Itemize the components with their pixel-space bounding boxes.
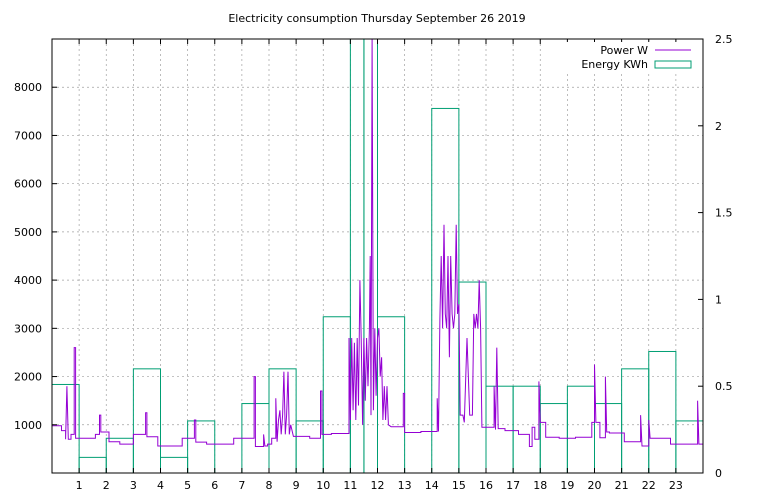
y-tick-label-left: 6000 bbox=[14, 178, 42, 191]
x-tick-label: 5 bbox=[184, 479, 191, 492]
chart-title: Electricity consumption Thursday Septemb… bbox=[228, 12, 525, 25]
x-tick-label: 15 bbox=[452, 479, 466, 492]
y-axis-right: 0 0.5 1 1.5 2 2.5 bbox=[698, 33, 733, 480]
legend-bg bbox=[560, 42, 700, 72]
y-tick-label-right: 1.5 bbox=[715, 207, 733, 220]
x-tick-label: 11 bbox=[343, 479, 357, 492]
energy-bar bbox=[187, 420, 216, 474]
x-tick-label: 18 bbox=[533, 479, 547, 492]
x-tick-label: 13 bbox=[398, 479, 412, 492]
legend-label-energy: Energy KWh bbox=[581, 58, 648, 71]
y-tick-label-right: 2.5 bbox=[715, 33, 733, 46]
x-tick-label: 2 bbox=[103, 479, 110, 492]
energy-bar bbox=[594, 403, 623, 474]
power-line bbox=[52, 38, 703, 447]
energy-bar bbox=[512, 385, 541, 474]
x-tick-label: 9 bbox=[293, 479, 300, 492]
x-tick-label: 23 bbox=[669, 479, 683, 492]
x-tick-label: 10 bbox=[316, 479, 330, 492]
y-tick-label-right: 0 bbox=[715, 467, 722, 480]
x-tick-label: 14 bbox=[425, 479, 439, 492]
y-tick-label-left: 4000 bbox=[14, 274, 42, 287]
x-tick-label: 7 bbox=[238, 479, 245, 492]
power-series bbox=[52, 38, 703, 447]
energy-bar bbox=[78, 456, 107, 474]
energy-bar bbox=[295, 420, 324, 474]
y-tick-label-left: 3000 bbox=[14, 322, 42, 335]
x-tick-label: 19 bbox=[560, 479, 574, 492]
energy-bar bbox=[485, 385, 514, 474]
x-tick-label: 4 bbox=[157, 479, 164, 492]
energy-bar bbox=[322, 316, 351, 474]
x-tick-label: 1 bbox=[76, 479, 83, 492]
x-tick-label: 20 bbox=[588, 479, 602, 492]
energy-bar bbox=[160, 456, 189, 474]
energy-bar bbox=[377, 316, 406, 474]
y-tick-label-left: 5000 bbox=[14, 226, 42, 239]
y-tick-label-right: 1 bbox=[715, 293, 722, 306]
x-tick-label: 12 bbox=[371, 479, 385, 492]
x-tick-label: 8 bbox=[266, 479, 273, 492]
energy-bar bbox=[648, 350, 677, 474]
y-tick-label-right: 0.5 bbox=[715, 380, 733, 393]
y-tick-label-right: 2 bbox=[715, 120, 722, 133]
legend: Power W Energy KWh bbox=[560, 42, 700, 72]
y-tick-label-left: 7000 bbox=[14, 129, 42, 142]
y-tick-label-left: 1000 bbox=[14, 419, 42, 432]
x-tick-label: 3 bbox=[130, 479, 137, 492]
x-tick-label: 22 bbox=[642, 479, 656, 492]
y-tick-label-left: 8000 bbox=[14, 81, 42, 94]
x-tick-label: 6 bbox=[211, 479, 218, 492]
energy-bar bbox=[566, 385, 595, 474]
x-tick-label: 16 bbox=[479, 479, 493, 492]
y-axis-left: 1000 2000 3000 4000 5000 6000 7000 8000 bbox=[14, 81, 57, 432]
x-tick-label: 17 bbox=[506, 479, 520, 492]
x-tick-label: 21 bbox=[615, 479, 629, 492]
legend-swatch-energy bbox=[654, 60, 692, 69]
legend-label-power: Power W bbox=[600, 44, 648, 57]
y-tick-label-left: 2000 bbox=[14, 371, 42, 384]
energy-bar bbox=[621, 368, 650, 474]
